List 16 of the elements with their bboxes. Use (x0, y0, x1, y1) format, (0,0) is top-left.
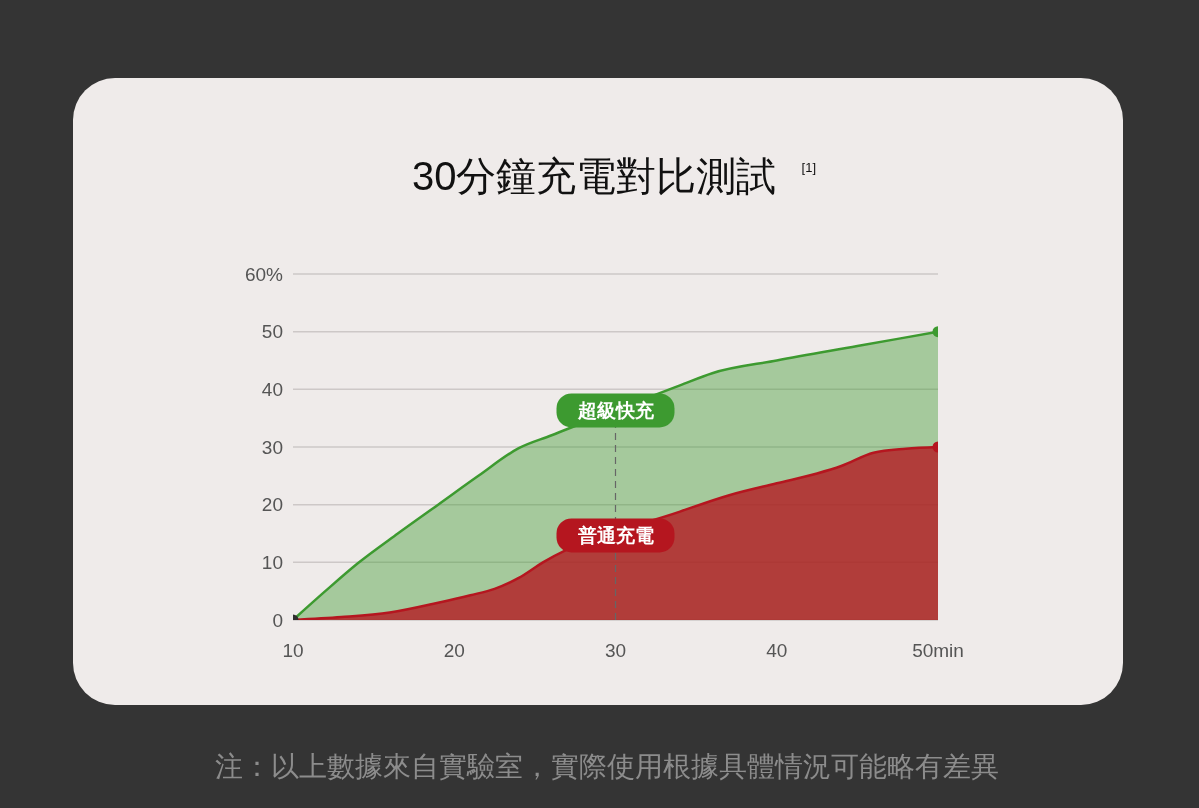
text: 注：以上數據來自實驗室，實際使用根據具體情況可能略有差異 (214, 750, 1000, 784)
x-tick-label: 40 (766, 640, 788, 662)
y-tick-label: 10 (261, 552, 283, 574)
y-tick-label: 30 (261, 436, 283, 458)
y-tick-label: 40 (261, 379, 283, 401)
series-label: 超級快充 (576, 400, 655, 422)
y-tick-label: 50 (261, 321, 283, 343)
series-label: 普通充電 (576, 525, 654, 547)
x-tick-label: 30 (604, 640, 627, 662)
x-tick-label: 50min (912, 640, 964, 662)
chart-title: 30分鐘充電對比測試 $^{[1]}$ (410, 153, 818, 200)
x-tick-label: 10 (282, 640, 304, 662)
y-tick-label: 0 (272, 609, 283, 631)
y-tick-label: 20 (261, 494, 283, 516)
y-tick-label: 60% (244, 263, 284, 285)
x-tick-label: 20 (443, 640, 465, 662)
